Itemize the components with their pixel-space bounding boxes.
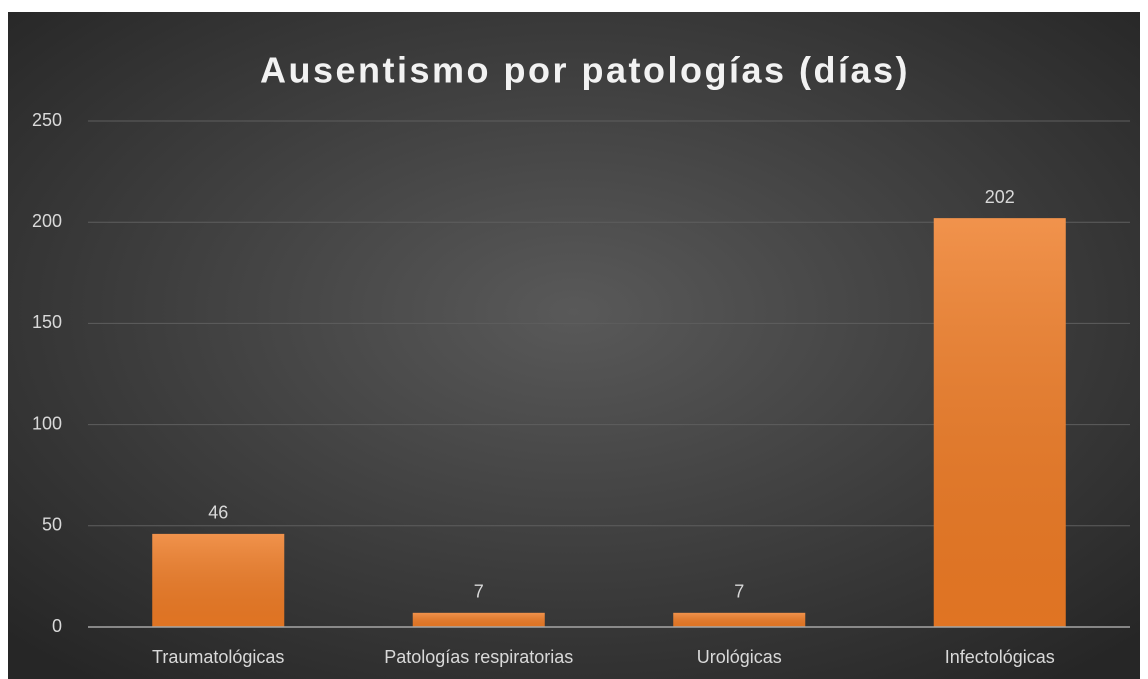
- data-label: 46: [208, 503, 228, 523]
- bar-sheen: [933, 218, 1066, 628]
- data-label: 7: [734, 582, 744, 602]
- x-tick-label: Infectológicas: [945, 647, 1055, 667]
- x-tick-label: Patologías respiratorias: [384, 647, 573, 667]
- y-tick-label: 150: [32, 312, 62, 332]
- x-tick-label: Traumatológicas: [152, 647, 284, 667]
- x-tick-label: Urológicas: [697, 647, 782, 667]
- y-tick-label: 50: [42, 515, 62, 535]
- bar-sheen: [673, 612, 806, 627]
- y-tick-label: 200: [32, 211, 62, 231]
- bar-sheen: [412, 612, 545, 627]
- data-label: 7: [474, 582, 484, 602]
- data-label: 202: [985, 187, 1015, 207]
- y-tick-label: 0: [52, 616, 62, 636]
- bar-sheen: [152, 533, 285, 627]
- y-tick-label: 250: [32, 110, 62, 130]
- chart-title: Ausentismo por patologías (días): [260, 50, 910, 91]
- y-tick-label: 100: [32, 413, 62, 433]
